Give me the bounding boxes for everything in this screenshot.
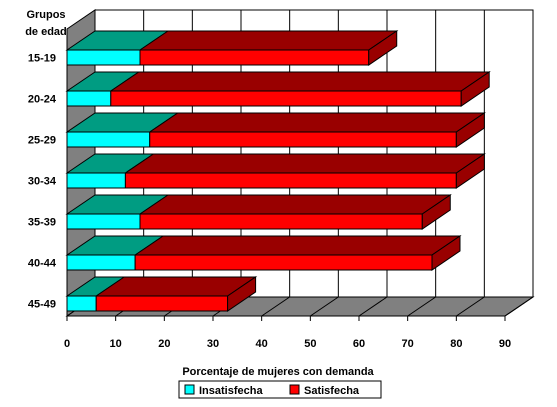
x-tick-label: 20 [158,338,170,350]
legend-box [178,380,382,399]
y-tick-labels: 15-19 20-24 25-29 30-34 35-39 40-44 45-49 [28,53,57,311]
floor-gridline [504,296,534,317]
legend-label-satisfecha: Satisfecha [304,385,360,397]
bar-satisfecha [124,172,457,189]
bar-series [65,30,491,312]
bar-end-satisfecha [227,276,257,312]
x-tick-label: 10 [110,338,122,350]
bar-insatisfecha [66,172,126,189]
floor-gridline [310,296,339,317]
floor-gridline [456,296,485,317]
x-tick-labels: 0 10 20 30 40 50 60 70 80 90 [64,338,511,350]
x-tick-label: 90 [499,338,511,350]
bar-end-satisfecha [368,30,398,66]
legend-swatch-satisfecha [289,384,300,395]
bar-end-satisfecha [421,194,451,230]
x-tick-label: 40 [256,338,268,350]
x-axis-title: Porcentaje de mujeres con demanda [182,366,374,378]
bar-top-satisfecha [109,71,491,92]
legend-label-insatisfecha: Insatisfecha [199,385,263,397]
bar-insatisfecha [66,254,136,271]
legend: Insatisfecha Satisfecha [178,380,382,399]
bar-end-satisfecha [431,235,461,271]
x-tick-label: 30 [207,338,219,350]
y-tick-label: 30-34 [28,176,57,188]
bar-insatisfecha [66,90,112,107]
bar-satisfecha [139,49,370,66]
bar-insatisfecha [66,213,141,230]
x-tick-label: 0 [64,338,70,350]
bar-top-satisfecha [148,112,486,133]
bar-top-satisfecha [123,153,486,174]
y-tick-label: 40-44 [28,258,57,270]
x-tick-label: 80 [450,338,462,350]
bar-end-satisfecha [455,153,485,189]
y-tick-label: 25-29 [28,135,56,147]
floor-gridline [261,296,290,317]
y-axis-title-line-2: de edad [25,26,67,38]
bar-top-satisfecha [138,194,452,215]
bar-top-satisfecha [133,235,462,256]
bar-satisfecha [149,131,457,148]
x-tick-label: 70 [402,338,414,350]
bar-satisfecha [95,295,229,312]
bar-insatisfecha [66,295,97,312]
bar-end-satisfecha [455,112,485,148]
bar-satisfecha [134,254,433,271]
x-tick-label: 50 [304,338,316,350]
y-tick-label: 45-49 [28,299,56,311]
bar-top-satisfecha [138,30,399,51]
y-axis-title-line-1: Grupos [26,9,65,21]
floor-gridline [407,296,436,317]
x-tick-label: 60 [353,338,365,350]
y-tick-label: 35-39 [28,217,56,229]
bar-end-satisfecha [460,71,490,107]
bar-satisfecha [110,90,462,107]
floor-gridline [358,296,388,317]
bar-insatisfecha [66,49,141,66]
legend-swatch-insatisfecha [184,384,195,395]
y-tick-label: 15-19 [28,53,56,65]
y-tick-label: 20-24 [28,94,57,106]
bar-satisfecha [139,213,423,230]
bar-insatisfecha [66,131,151,148]
